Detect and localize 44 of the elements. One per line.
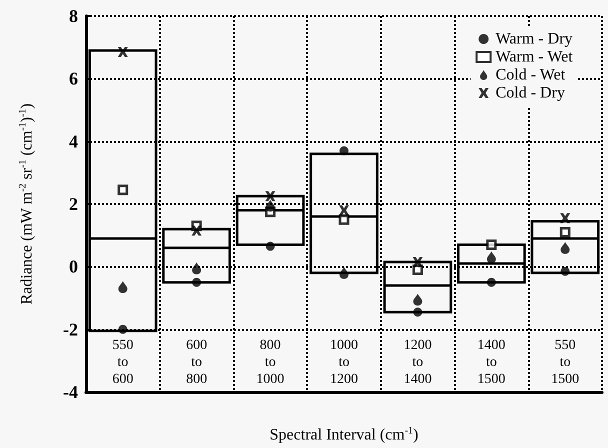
legend-label: Warm - Dry — [496, 30, 573, 48]
point — [192, 226, 202, 236]
point — [266, 242, 275, 251]
point — [192, 262, 202, 274]
point — [265, 191, 276, 202]
point — [118, 184, 128, 196]
x-tick-label: 800 to 1000 — [256, 338, 284, 387]
point — [412, 264, 423, 276]
x-tick-label: 550 to 600 — [112, 338, 134, 387]
point — [486, 251, 496, 264]
point — [413, 294, 422, 306]
point — [118, 47, 128, 58]
point — [413, 308, 422, 317]
y-tick-label: -2 — [63, 319, 78, 340]
x-tick-label: 600 to 800 — [186, 338, 208, 387]
x-tick-label: 1000 to 1200 — [330, 338, 358, 387]
point — [486, 278, 496, 287]
point — [560, 266, 570, 276]
x-tick-label: 550 to 1500 — [551, 338, 580, 387]
point — [412, 256, 423, 267]
y-tick-label: 4 — [69, 131, 78, 152]
y-tick-label: 8 — [69, 6, 78, 26]
y-tick-label: 6 — [69, 68, 78, 89]
point — [192, 278, 202, 287]
x-tick-label: 1400 to 1500 — [477, 338, 506, 387]
y-tick-label: 0 — [69, 256, 78, 277]
point — [340, 266, 348, 279]
y-tick-label: 2 — [69, 194, 78, 214]
point — [118, 281, 128, 294]
point — [560, 242, 570, 254]
point — [560, 213, 570, 224]
point — [266, 200, 275, 212]
point — [486, 239, 497, 250]
x-tick-label: 1200 to 1400 — [404, 338, 432, 387]
point — [338, 214, 350, 225]
legend-label: Cold - Wet — [496, 66, 566, 84]
point — [340, 146, 348, 156]
point — [118, 324, 128, 334]
legend-label: Warm - Wet — [496, 48, 574, 66]
point — [560, 226, 570, 238]
y-tick-label: -4 — [63, 382, 78, 402]
text: Radiance (mW m-2 sr-1 (cm-1)-1) — [18, 103, 36, 304]
legend-label: Cold - Dry — [496, 84, 565, 102]
point — [339, 205, 349, 216]
